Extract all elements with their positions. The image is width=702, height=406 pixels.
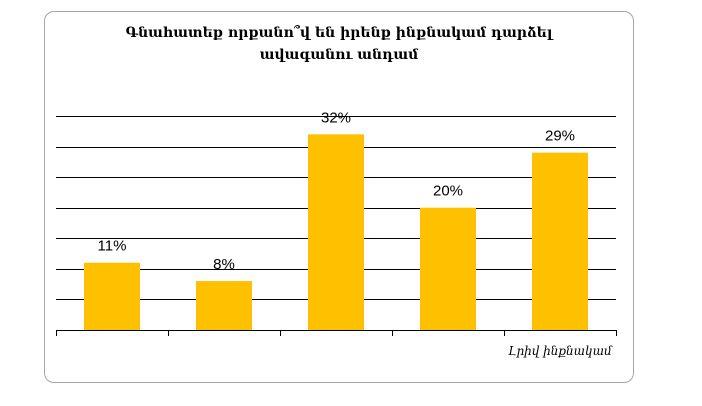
bar-1 — [84, 262, 140, 330]
bar-5 — [532, 152, 588, 330]
chart-title-line-1: Գնահատեք որքանո՞վ են իրենք ինքնակամ դարձ… — [125, 25, 553, 41]
bar-4 — [420, 207, 476, 330]
chart-title: Գնահատեք որքանո՞վ են իրենք ինքնակամ դարձ… — [44, 22, 634, 66]
value-label-2: 8% — [213, 256, 235, 273]
value-label-4: 20% — [433, 183, 463, 200]
x-axis — [56, 330, 617, 336]
value-label-3: 32% — [321, 109, 351, 126]
value-label-5: 29% — [545, 128, 575, 145]
value-label-1: 11% — [98, 238, 127, 255]
bar-2 — [196, 281, 252, 330]
category-label-5: Լրիվ ինքնակամ — [508, 344, 613, 358]
chart-title-line-2: ավագանու անդամ — [259, 47, 419, 63]
category-labels: Լրիվ ինքնակամ — [508, 344, 613, 358]
value-labels: 11% 8% 32% 20% 29% — [98, 109, 575, 273]
bars — [84, 134, 588, 330]
bar-3 — [308, 134, 364, 330]
